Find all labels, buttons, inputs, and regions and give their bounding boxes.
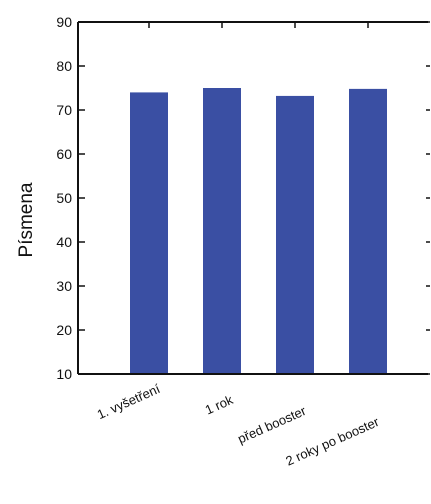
y-axis-label: Písmena — [16, 182, 37, 257]
y-tick-label: 20 — [56, 322, 72, 338]
y-tick-label: 40 — [56, 234, 72, 250]
x-tick-label: 1 rok — [203, 392, 236, 418]
y-tick-label: 30 — [56, 278, 72, 294]
bar — [276, 95, 314, 375]
y-tick-label: 10 — [56, 366, 72, 382]
bar — [349, 88, 387, 374]
y-tick-label: 80 — [56, 58, 72, 74]
y-tick-label: 70 — [56, 102, 72, 118]
y-tick-label: 90 — [56, 14, 72, 30]
plot-frame — [77, 21, 428, 375]
y-tick-label: 60 — [56, 146, 72, 162]
x-tick-label: před booster — [235, 403, 308, 447]
x-tick-label: 1. vyšetření — [95, 381, 163, 422]
y-tick-label: 50 — [56, 190, 72, 206]
x-tick-label: 2 roky po booster — [283, 414, 381, 469]
y-axis-ticks: 10 20 30 40 50 60 70 80 90 — [56, 14, 430, 382]
bar — [203, 88, 241, 374]
bar — [130, 92, 168, 375]
bars-group — [130, 88, 387, 375]
